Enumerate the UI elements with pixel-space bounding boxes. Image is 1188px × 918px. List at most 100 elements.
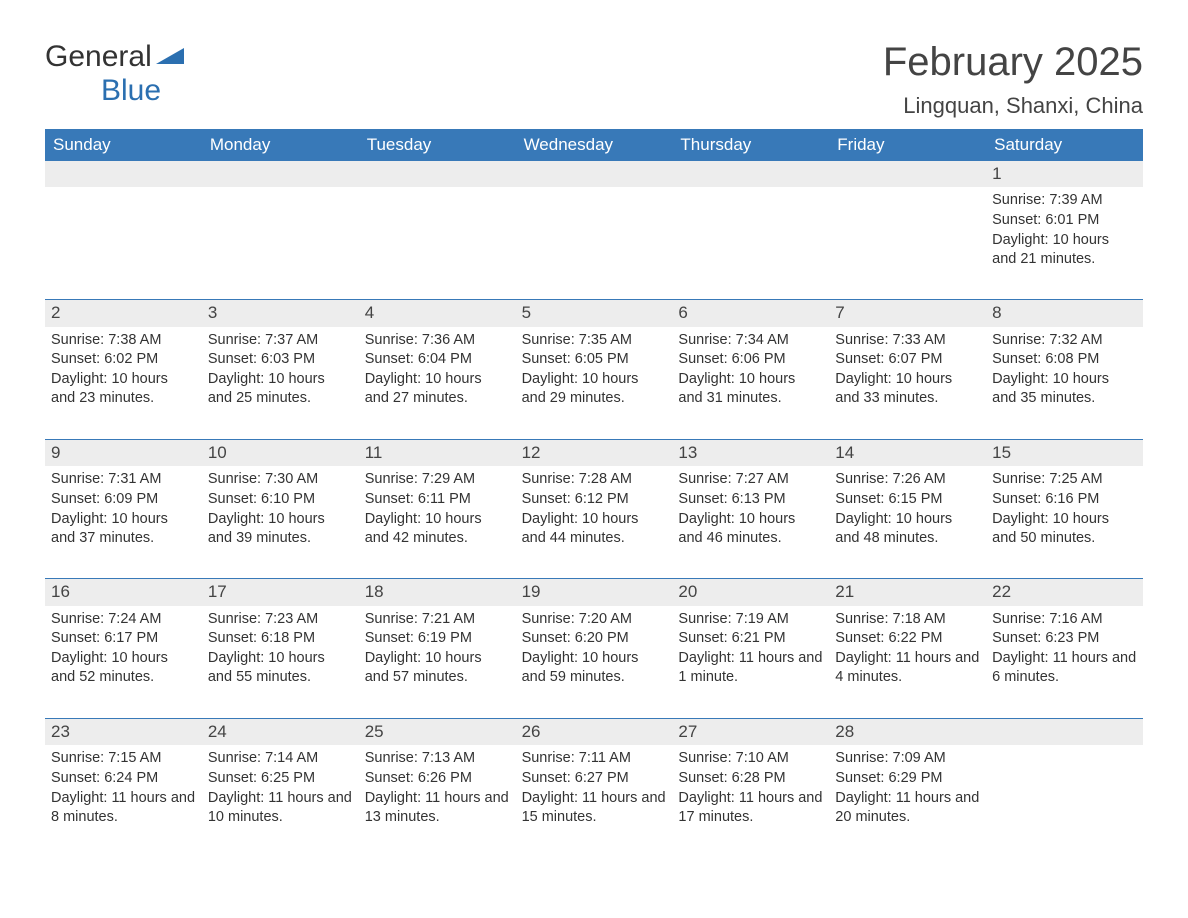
day-cell: 9Sunrise: 7:31 AMSunset: 6:09 PMDaylight… xyxy=(45,440,202,556)
day-cell xyxy=(829,161,986,277)
sunset-text: Sunset: 6:19 PM xyxy=(365,629,510,648)
day-number: 15 xyxy=(986,440,1143,466)
daylight-text: Daylight: 10 hours and 31 minutes. xyxy=(678,370,823,408)
day-number: 7 xyxy=(829,300,986,326)
day-cell: 18Sunrise: 7:21 AMSunset: 6:19 PMDayligh… xyxy=(359,579,516,695)
day-number xyxy=(829,161,986,187)
day-cell: 12Sunrise: 7:28 AMSunset: 6:12 PMDayligh… xyxy=(516,440,673,556)
daylight-text: Daylight: 10 hours and 52 minutes. xyxy=(51,649,196,687)
day-cell: 21Sunrise: 7:18 AMSunset: 6:22 PMDayligh… xyxy=(829,579,986,695)
sunset-text: Sunset: 6:08 PM xyxy=(992,350,1137,369)
day-number: 26 xyxy=(516,719,673,745)
sunrise-text: Sunrise: 7:34 AM xyxy=(678,331,823,350)
sunset-text: Sunset: 6:04 PM xyxy=(365,350,510,369)
sunset-text: Sunset: 6:23 PM xyxy=(992,629,1137,648)
sunrise-text: Sunrise: 7:11 AM xyxy=(522,749,667,768)
sunrise-text: Sunrise: 7:33 AM xyxy=(835,331,980,350)
sunrise-text: Sunrise: 7:30 AM xyxy=(208,470,353,489)
day-header-mon: Monday xyxy=(202,129,359,161)
day-cell xyxy=(986,719,1143,835)
day-number: 9 xyxy=(45,440,202,466)
day-cell: 26Sunrise: 7:11 AMSunset: 6:27 PMDayligh… xyxy=(516,719,673,835)
day-number xyxy=(986,719,1143,745)
daylight-text: Daylight: 11 hours and 13 minutes. xyxy=(365,789,510,827)
daylight-text: Daylight: 11 hours and 4 minutes. xyxy=(835,649,980,687)
daylight-text: Daylight: 11 hours and 6 minutes. xyxy=(992,649,1137,687)
daylight-text: Daylight: 10 hours and 50 minutes. xyxy=(992,510,1137,548)
sunrise-text: Sunrise: 7:14 AM xyxy=(208,749,353,768)
day-number xyxy=(516,161,673,187)
day-number xyxy=(202,161,359,187)
sunrise-text: Sunrise: 7:16 AM xyxy=(992,610,1137,629)
day-header-sun: Sunday xyxy=(45,129,202,161)
daylight-text: Daylight: 10 hours and 39 minutes. xyxy=(208,510,353,548)
logo: GeneralBlue xyxy=(45,40,184,108)
sunset-text: Sunset: 6:18 PM xyxy=(208,629,353,648)
sunrise-text: Sunrise: 7:19 AM xyxy=(678,610,823,629)
day-number: 2 xyxy=(45,300,202,326)
daylight-text: Daylight: 10 hours and 48 minutes. xyxy=(835,510,980,548)
day-cell: 5Sunrise: 7:35 AMSunset: 6:05 PMDaylight… xyxy=(516,300,673,416)
logo-text-2: Blue xyxy=(101,74,161,107)
day-number: 17 xyxy=(202,579,359,605)
day-number: 21 xyxy=(829,579,986,605)
week-row: 16Sunrise: 7:24 AMSunset: 6:17 PMDayligh… xyxy=(45,578,1143,695)
sunset-text: Sunset: 6:22 PM xyxy=(835,629,980,648)
day-header-wed: Wednesday xyxy=(516,129,673,161)
sunset-text: Sunset: 6:21 PM xyxy=(678,629,823,648)
day-cell xyxy=(516,161,673,277)
day-cell: 15 Sunrise: 7:25 AMSunset: 6:16 PMDayligh… xyxy=(986,440,1143,556)
sunrise-text: Sunrise: 7:37 AM xyxy=(208,331,353,350)
sunrise-text: Sunrise: 7:25 AM xyxy=(992,470,1137,489)
day-cell: 1Sunrise: 7:39 AMSunset: 6:01 PMDaylight… xyxy=(986,161,1143,277)
daylight-text: Daylight: 10 hours and 27 minutes. xyxy=(365,370,510,408)
day-cell: 16Sunrise: 7:24 AMSunset: 6:17 PMDayligh… xyxy=(45,579,202,695)
day-number: 23 xyxy=(45,719,202,745)
sunset-text: Sunset: 6:28 PM xyxy=(678,769,823,788)
day-cell xyxy=(45,161,202,277)
day-number: 20 xyxy=(672,579,829,605)
sunrise-text: Sunrise: 7:20 AM xyxy=(522,610,667,629)
sunset-text: Sunset: 6:07 PM xyxy=(835,350,980,369)
sunrise-text: Sunrise: 7:36 AM xyxy=(365,331,510,350)
day-header-tue: Tuesday xyxy=(359,129,516,161)
day-number: 18 xyxy=(359,579,516,605)
day-cell: 7Sunrise: 7:33 AMSunset: 6:07 PMDaylight… xyxy=(829,300,986,416)
month-title: February 2025 xyxy=(883,40,1143,85)
daylight-text: Daylight: 10 hours and 25 minutes. xyxy=(208,370,353,408)
day-number: 12 xyxy=(516,440,673,466)
day-cell: 3Sunrise: 7:37 AMSunset: 6:03 PMDaylight… xyxy=(202,300,359,416)
day-number: 24 xyxy=(202,719,359,745)
sunrise-text: Sunrise: 7:38 AM xyxy=(51,331,196,350)
day-cell: 25Sunrise: 7:13 AMSunset: 6:26 PMDayligh… xyxy=(359,719,516,835)
day-cell: 2Sunrise: 7:38 AMSunset: 6:02 PMDaylight… xyxy=(45,300,202,416)
day-cell: 13Sunrise: 7:27 AMSunset: 6:13 PMDayligh… xyxy=(672,440,829,556)
sunrise-text: Sunrise: 7:24 AM xyxy=(51,610,196,629)
sunrise-text: Sunrise: 7:15 AM xyxy=(51,749,196,768)
sunset-text: Sunset: 6:02 PM xyxy=(51,350,196,369)
week-row: 23Sunrise: 7:15 AMSunset: 6:24 PMDayligh… xyxy=(45,718,1143,835)
day-cell: 6Sunrise: 7:34 AMSunset: 6:06 PMDaylight… xyxy=(672,300,829,416)
day-number: 22 xyxy=(986,579,1143,605)
day-number xyxy=(359,161,516,187)
day-cell: 19Sunrise: 7:20 AMSunset: 6:20 PMDayligh… xyxy=(516,579,673,695)
week-row: 9Sunrise: 7:31 AMSunset: 6:09 PMDaylight… xyxy=(45,439,1143,556)
day-cell: 20Sunrise: 7:19 AMSunset: 6:21 PMDayligh… xyxy=(672,579,829,695)
sunrise-text: Sunrise: 7:31 AM xyxy=(51,470,196,489)
daylight-text: Daylight: 11 hours and 20 minutes. xyxy=(835,789,980,827)
sunrise-text: Sunrise: 7:21 AM xyxy=(365,610,510,629)
logo-flag-icon xyxy=(156,46,184,66)
daylight-text: Daylight: 11 hours and 8 minutes. xyxy=(51,789,196,827)
day-number: 14 xyxy=(829,440,986,466)
daylight-text: Daylight: 10 hours and 42 minutes. xyxy=(365,510,510,548)
sunrise-text: Sunrise: 7:32 AM xyxy=(992,331,1137,350)
sunset-text: Sunset: 6:05 PM xyxy=(522,350,667,369)
daylight-text: Daylight: 11 hours and 15 minutes. xyxy=(522,789,667,827)
sunset-text: Sunset: 6:16 PM xyxy=(992,490,1137,509)
sunset-text: Sunset: 6:17 PM xyxy=(51,629,196,648)
location-text: Lingquan, Shanxi, China xyxy=(883,93,1143,119)
sunset-text: Sunset: 6:15 PM xyxy=(835,490,980,509)
daylight-text: Daylight: 11 hours and 17 minutes. xyxy=(678,789,823,827)
day-number: 3 xyxy=(202,300,359,326)
day-number: 27 xyxy=(672,719,829,745)
